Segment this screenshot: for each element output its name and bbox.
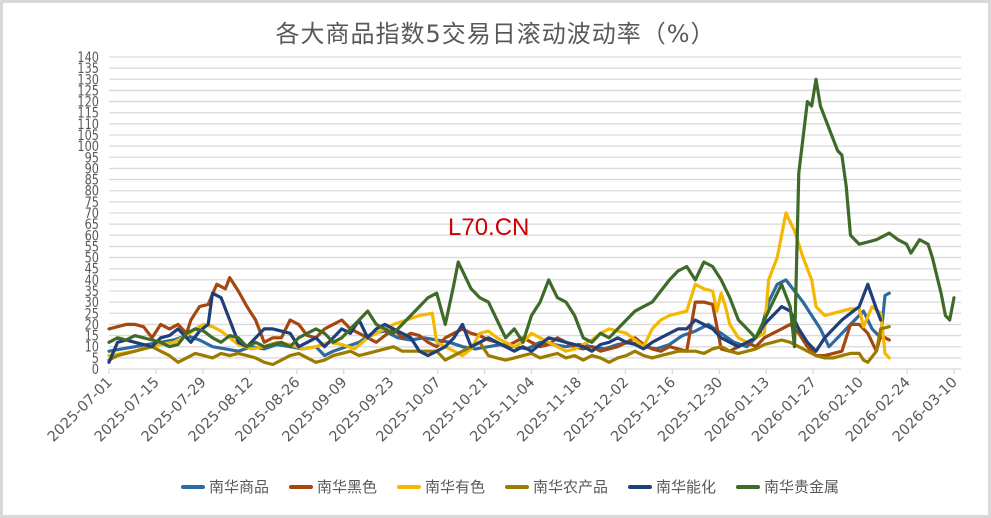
legend-item[interactable]: 南华农产品	[505, 476, 608, 497]
legend-item[interactable]: 南华黑色	[288, 476, 377, 497]
y-axis-tick-label: 120	[77, 95, 99, 111]
legend-swatch-icon	[505, 484, 529, 489]
y-axis-tick-label: 105	[77, 128, 99, 144]
y-axis-tick-label: 95	[85, 150, 99, 166]
y-axis-tick-label: 50	[85, 251, 99, 267]
y-axis-tick-label: 55	[85, 239, 99, 255]
legend-item[interactable]: 南华有色	[396, 476, 485, 497]
legend-label: 南华贵金属	[764, 478, 840, 496]
y-axis-tick-label: 70	[85, 206, 99, 222]
y-axis-tick-label: 130	[77, 72, 99, 88]
legend-label: 南华黑色	[316, 478, 377, 496]
legend-item[interactable]: 南华贵金属	[736, 476, 839, 497]
y-axis-tick-label: 75	[85, 195, 99, 211]
y-axis-tick-label: 5	[92, 351, 99, 367]
y-axis-tick-label: 0	[92, 362, 99, 378]
y-axis-tick-label: 90	[85, 161, 99, 177]
y-axis-tick-label: 15	[85, 329, 99, 345]
y-axis-tick-label: 140	[77, 50, 99, 66]
y-axis-tick-label: 60	[85, 228, 99, 244]
y-axis-tick-label: 135	[77, 61, 99, 77]
y-axis-tick-label: 85	[85, 173, 99, 189]
legend-label: 南华农产品	[533, 478, 609, 496]
legend-label: 南华商品	[208, 478, 269, 496]
legend-swatch-icon	[396, 484, 421, 489]
legend-item[interactable]: 南华能化	[628, 476, 716, 497]
y-axis-tick-label: 80	[85, 184, 99, 200]
series-line	[107, 282, 883, 364]
series-line	[107, 325, 891, 367]
y-axis-tick-label: 25	[85, 306, 99, 322]
y-axis-tick-label: 30	[85, 295, 99, 311]
y-axis-tick-label: 20	[85, 317, 99, 333]
chart-title: 各大商品指数5交易日滚动波动率（%）	[275, 20, 716, 48]
chart-legend: 南华商品 南华黑色 南华有色 南华农产品 南华能化 南华贵金属	[60, 476, 960, 497]
watermark-text: L70.CN	[448, 214, 530, 241]
legend-item[interactable]: 南华商品	[180, 476, 269, 497]
y-axis-tick-label: 10	[85, 340, 99, 356]
y-axis-tick-label: 115	[77, 106, 99, 122]
legend-swatch-icon	[628, 484, 653, 489]
legend-label: 南华能化	[656, 478, 717, 496]
y-axis-tick-label: 40	[85, 273, 99, 289]
legend-swatch-icon	[288, 484, 313, 489]
y-axis-tick-label: 125	[77, 83, 99, 99]
y-axis-tick-label: 65	[85, 217, 99, 233]
y-axis-tick-label: 35	[85, 284, 99, 300]
legend-swatch-icon	[180, 484, 205, 489]
legend-label: 南华有色	[424, 478, 485, 496]
series-line	[107, 77, 956, 349]
y-axis-tick-label: 100	[77, 139, 99, 155]
y-axis-tick-label: 45	[85, 262, 99, 278]
y-axis-tick-label: 110	[77, 117, 99, 133]
legend-swatch-icon	[736, 484, 761, 489]
